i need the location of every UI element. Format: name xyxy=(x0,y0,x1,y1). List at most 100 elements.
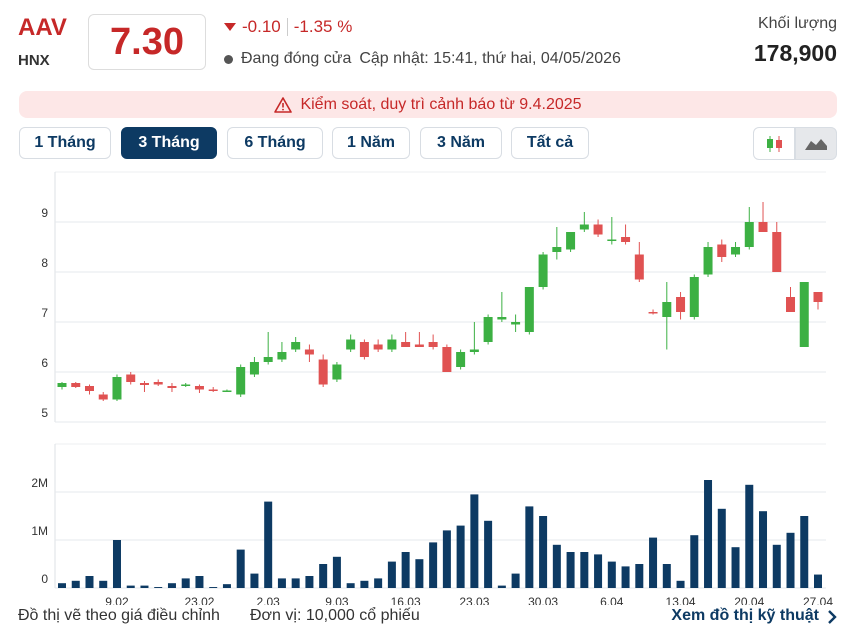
candle-body xyxy=(676,297,686,312)
volume-bar xyxy=(566,552,575,588)
volume-bar xyxy=(690,535,699,588)
volume-bar xyxy=(635,564,644,588)
candle-body xyxy=(359,342,369,357)
volume-bar xyxy=(99,580,108,588)
volume-bar xyxy=(236,549,245,588)
candle-body xyxy=(456,352,466,367)
down-arrow xyxy=(224,23,236,31)
candle-body xyxy=(139,383,149,385)
volume-bar xyxy=(676,580,685,588)
volume-bar xyxy=(387,561,396,588)
y-tick-label: 0 xyxy=(41,572,48,586)
candle-chart-toggle[interactable] xyxy=(753,127,795,160)
candle-body xyxy=(744,222,754,247)
price: 7.30 xyxy=(88,14,206,70)
volume-bar xyxy=(415,559,424,588)
volume: 178,900 xyxy=(753,40,837,66)
volume-bar xyxy=(456,525,465,588)
volume-bar xyxy=(745,484,754,588)
volume-bar xyxy=(346,583,355,588)
volume-bar xyxy=(140,585,149,588)
candle-body xyxy=(621,237,631,242)
range-tab[interactable]: 1 Năm xyxy=(332,127,410,159)
y-tick-label: 9 xyxy=(41,206,48,220)
candle-body xyxy=(167,386,177,388)
candle-body xyxy=(401,342,411,347)
y-tick-label: 2M xyxy=(31,476,48,490)
volume-bar xyxy=(786,532,795,588)
chevron[interactable] xyxy=(827,610,837,624)
candle-body xyxy=(772,232,782,272)
candle-icon xyxy=(767,136,782,152)
volume-bar xyxy=(126,585,135,588)
area-icon xyxy=(805,139,827,150)
volume-bar xyxy=(154,587,163,588)
candle-body xyxy=(469,349,479,352)
volume-bar xyxy=(291,578,300,588)
volume-bar xyxy=(250,573,259,588)
candle-body xyxy=(387,339,397,350)
candle-body xyxy=(263,357,273,362)
candle-body xyxy=(153,382,163,385)
candle-body xyxy=(579,224,589,230)
change-group: -0.10 -1.35 % xyxy=(224,17,352,37)
exchange: HNX xyxy=(18,52,50,69)
y-tick-label: 5 xyxy=(41,406,48,420)
volume-bar xyxy=(800,516,809,588)
y-tick-label: 7 xyxy=(41,306,48,320)
volume-bar xyxy=(552,544,561,588)
candle-body xyxy=(414,344,424,347)
range-tab[interactable]: 6 Tháng xyxy=(227,127,323,159)
status-group: Đang đóng cửa Cập nhật: 15:41, thứ hai, … xyxy=(224,50,621,68)
range-tab[interactable]: 1 Tháng xyxy=(19,127,111,159)
volume-bar xyxy=(662,564,671,588)
area-chart-toggle[interactable] xyxy=(795,127,837,160)
candle-body xyxy=(703,247,713,275)
symbol: AAV xyxy=(18,14,67,41)
candle-body xyxy=(57,383,67,387)
alert-text: Kiểm soát, duy trì cảnh báo từ 9.4.2025 xyxy=(300,95,582,113)
candle-body xyxy=(634,254,644,280)
candle-body xyxy=(662,302,672,317)
volume-bar xyxy=(222,584,231,588)
volume-bar xyxy=(360,580,369,588)
candle-body xyxy=(112,377,122,400)
range-tab[interactable]: 3 Năm xyxy=(420,127,502,159)
volume-bar xyxy=(305,576,314,588)
volume-bar xyxy=(814,574,822,588)
volume-label: Khối lượng xyxy=(757,15,837,32)
candle-body xyxy=(552,247,562,252)
candle-body xyxy=(717,244,727,257)
volume-bar xyxy=(429,542,438,588)
warning-icon xyxy=(274,96,293,113)
footer-note: Đồ thị vẽ theo giá điều chỉnh xyxy=(18,607,220,624)
candle-body xyxy=(84,386,94,391)
technical-link[interactable]: Xem đồ thị kỹ thuật xyxy=(671,607,819,624)
volume-bar xyxy=(759,511,768,588)
range-tab[interactable]: Tất cả xyxy=(511,127,589,159)
change: -0.10 xyxy=(242,17,281,36)
candle-body xyxy=(346,339,356,350)
footer: Đồ thị vẽ theo giá điều chỉnh Đơn vị: 10… xyxy=(0,605,859,632)
volume-bar xyxy=(58,583,66,588)
candle-body xyxy=(71,383,81,387)
volume-bar xyxy=(470,494,479,588)
volume-bar xyxy=(112,540,121,588)
volume-bar xyxy=(181,578,190,588)
y-tick-label: 1M xyxy=(31,524,48,538)
volume-bar xyxy=(607,561,616,588)
candle-body xyxy=(373,344,383,350)
candle-body xyxy=(236,367,246,395)
volume-bar xyxy=(621,566,630,588)
candle-body xyxy=(731,247,741,255)
volume-bar xyxy=(71,580,80,588)
candle-body xyxy=(648,312,658,314)
volume-bar xyxy=(167,583,176,588)
volume-bar xyxy=(525,506,534,588)
volume-bar xyxy=(442,530,451,588)
volume-bar xyxy=(497,585,506,588)
range-tab[interactable]: 3 Tháng xyxy=(121,127,217,159)
candle-body xyxy=(208,389,218,391)
change-percent: -1.35 % xyxy=(293,17,353,36)
